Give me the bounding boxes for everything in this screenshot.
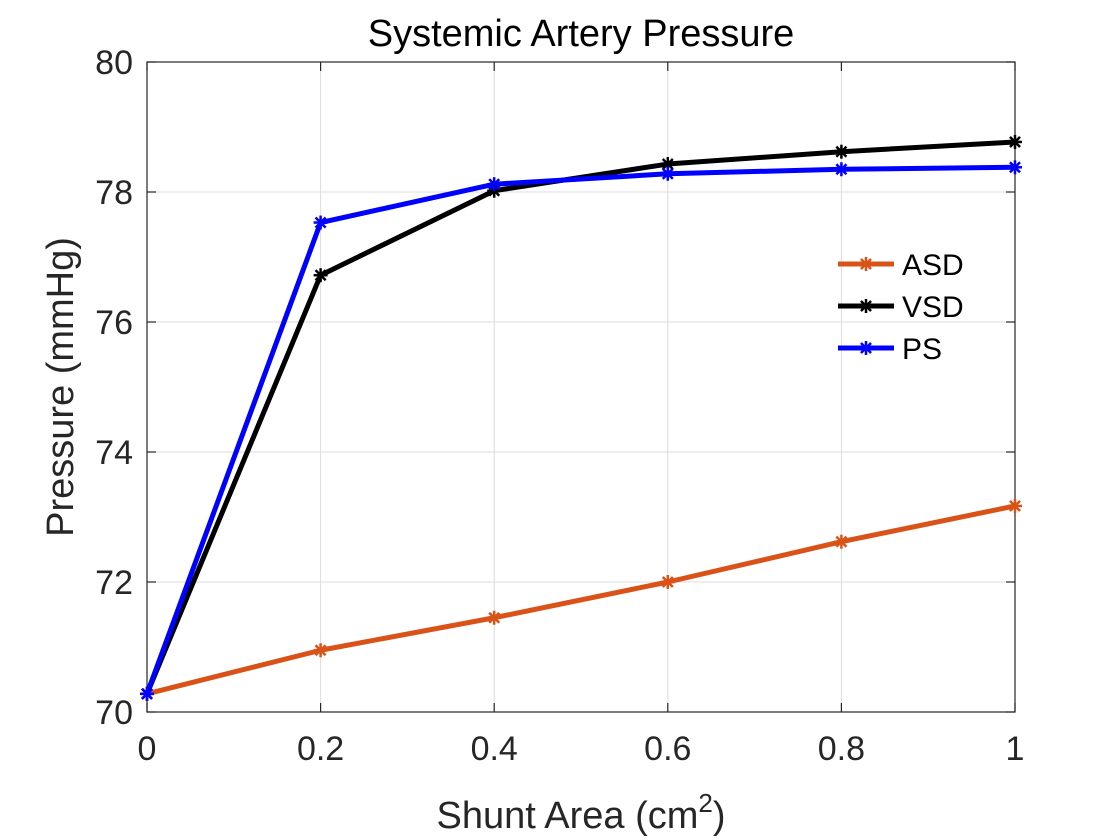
- x-tick-label: 0.2: [297, 730, 344, 768]
- legend-marker: [859, 341, 873, 355]
- legend-label: VSD: [902, 291, 964, 324]
- legend-marker: [859, 257, 873, 271]
- data-point-ps: [313, 215, 328, 230]
- x-axis-label-main: Shunt Area (cm: [436, 795, 698, 837]
- data-point-vsd: [834, 144, 849, 159]
- y-tick-label: 78: [95, 174, 133, 212]
- x-tick-label: 0.6: [644, 730, 691, 768]
- x-tick-label: 1: [1006, 730, 1025, 768]
- data-point-asd: [1008, 498, 1022, 513]
- series-lines: [140, 134, 1022, 701]
- legend-item-vsd: VSD: [838, 291, 964, 324]
- y-tick-label: 72: [95, 564, 133, 602]
- x-tick-label: 0: [138, 730, 157, 768]
- data-point-vsd: [1008, 134, 1022, 149]
- grid: [146, 61, 1016, 713]
- x-tick-label: 0.4: [471, 730, 518, 768]
- legend-item-ps: PS: [838, 333, 942, 366]
- x-axis-label-suffix: ): [713, 795, 726, 837]
- data-point-ps: [660, 166, 675, 181]
- y-tick-label: 80: [95, 44, 133, 82]
- series-line-ps: [144, 164, 1016, 695]
- ticks: 0 0.2 0.4 0.6 0.8 1 70 72 74 76 78 80: [95, 44, 1024, 768]
- chart-title: Systemic Artery Pressure: [368, 13, 795, 55]
- data-point-asd: [834, 534, 849, 549]
- y-tick-label: 70: [95, 694, 133, 732]
- x-tick-label: 0.8: [818, 730, 865, 768]
- y-axis-label: Pressure (mmHg): [40, 237, 82, 537]
- legend-marker: [859, 299, 873, 313]
- legend-item-asd: ASD: [838, 249, 964, 282]
- data-point-asd: [487, 610, 502, 625]
- legend-label: PS: [902, 333, 942, 366]
- data-point-ps: [1008, 160, 1022, 175]
- series-line-vsd: [144, 139, 1016, 695]
- legend-label: ASD: [902, 249, 964, 282]
- plot-area-frame: [146, 61, 1016, 713]
- data-point-asd: [313, 643, 328, 658]
- data-point-ps: [834, 162, 849, 177]
- data-point-ps: [487, 177, 502, 192]
- x-axis-label: Shunt Area (cm2): [436, 788, 725, 837]
- legend: ASD VSD PS: [838, 249, 964, 366]
- y-tick-label: 76: [95, 304, 133, 342]
- series-line-asd: [146, 503, 1016, 697]
- data-point-ps: [140, 686, 154, 701]
- data-point-vsd: [313, 268, 328, 283]
- x-axis-label-superscript: 2: [698, 788, 712, 818]
- y-tick-label: 74: [95, 434, 133, 472]
- data-point-asd: [660, 575, 675, 589]
